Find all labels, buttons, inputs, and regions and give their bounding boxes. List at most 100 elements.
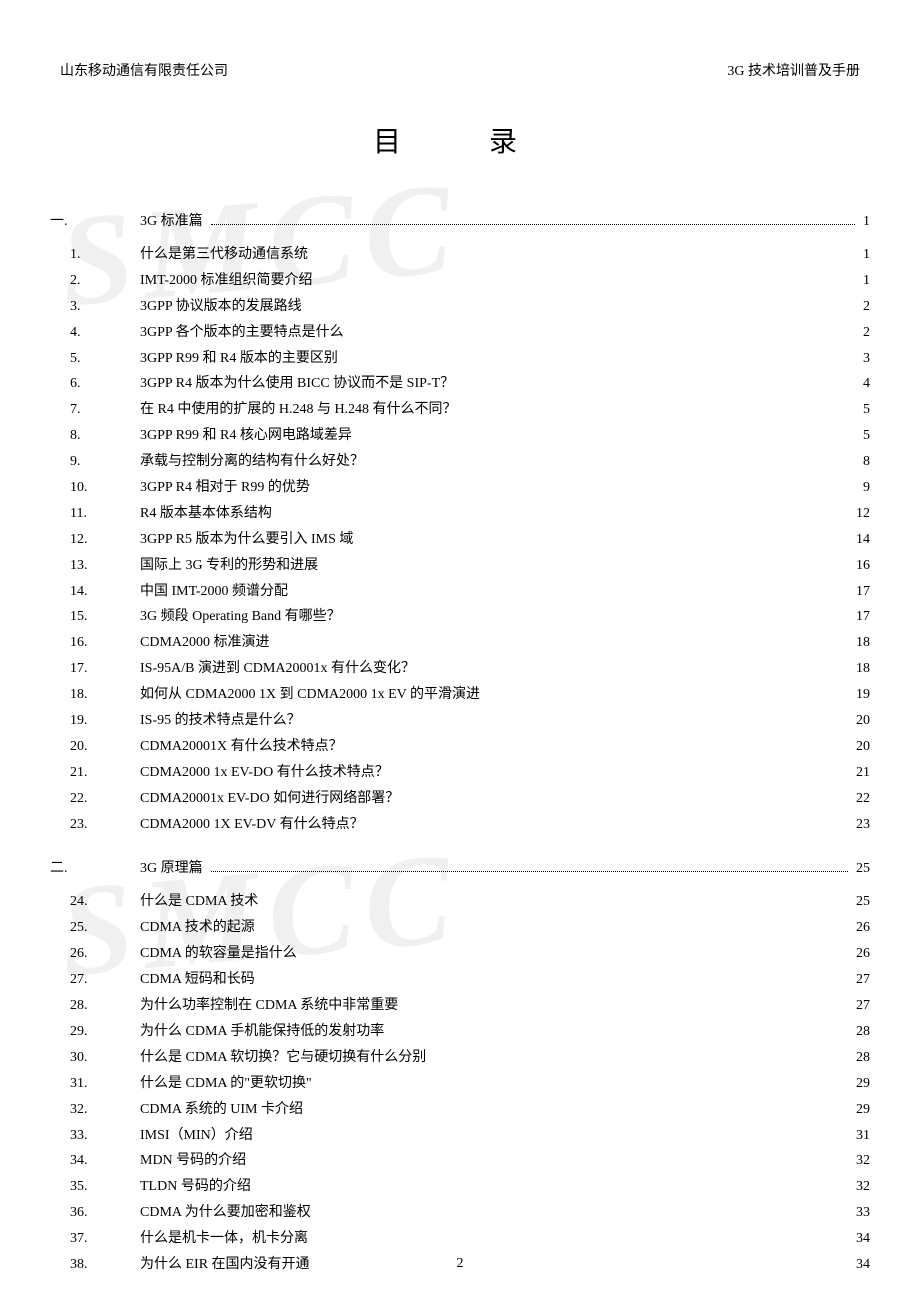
item-number: 2.	[70, 268, 140, 294]
section-title: 3G 原理篇	[140, 857, 207, 877]
item-title: 为什么 CDMA 手机能保持低的发射功率	[140, 1019, 830, 1045]
item-page: 31	[830, 1123, 870, 1149]
item-title: 3GPP R5 版本为什么要引入 IMS 域	[140, 527, 830, 553]
toc-item-row: 20.CDMA20001X 有什么技术特点？20	[50, 734, 870, 760]
item-title: CDMA 的软容量是指什么	[140, 941, 830, 967]
item-page: 18	[830, 656, 870, 682]
item-page: 29	[830, 1071, 870, 1097]
item-title: CDMA 为什么要加密和鉴权	[140, 1200, 830, 1226]
toc-item-row: 4.3GPP 各个版本的主要特点是什么2	[50, 320, 870, 346]
page-header: 山东移动通信有限责任公司 3G 技术培训普及手册	[50, 60, 870, 80]
item-title: CDMA20001X 有什么技术特点？	[140, 734, 830, 760]
item-title: TLDN 号码的介绍	[140, 1174, 830, 1200]
item-title: 什么是 CDMA 技术	[140, 889, 830, 915]
item-number: 31.	[70, 1071, 140, 1097]
item-page: 32	[830, 1148, 870, 1174]
item-page: 34	[830, 1252, 870, 1278]
item-number: 30.	[70, 1045, 140, 1071]
item-page: 16	[830, 553, 870, 579]
item-page: 21	[830, 760, 870, 786]
toc-item-row: 18.如何从 CDMA2000 1X 到 CDMA2000 1x EV 的平滑演…	[50, 682, 870, 708]
item-page: 23	[830, 812, 870, 838]
item-number: 8.	[70, 423, 140, 449]
item-page: 5	[830, 397, 870, 423]
toc-item-row: 31.什么是 CDMA 的"更软切换"29	[50, 1071, 870, 1097]
item-number: 23.	[70, 812, 140, 838]
item-number: 16.	[70, 630, 140, 656]
item-title: IMT-2000 标准组织简要介绍	[140, 268, 830, 294]
toc-item-row: 15.3G 频段 Operating Band 有哪些？17	[50, 604, 870, 630]
item-page: 27	[830, 993, 870, 1019]
toc-item-row: 22.CDMA20001x EV-DO 如何进行网络部署？22	[50, 786, 870, 812]
toc-item-row: 19.IS-95 的技术特点是什么？20	[50, 708, 870, 734]
item-page: 18	[830, 630, 870, 656]
item-title: CDMA2000 标准演进	[140, 630, 830, 656]
item-title: 什么是第三代移动通信系统	[140, 242, 830, 268]
toc-item-row: 26.CDMA 的软容量是指什么26	[50, 941, 870, 967]
toc-item-row: 1.什么是第三代移动通信系统1	[50, 242, 870, 268]
toc-item-row: 17.IS-95A/B 演进到 CDMA20001x 有什么变化？18	[50, 656, 870, 682]
item-page: 2	[830, 320, 870, 346]
item-title: 3GPP R99 和 R4 版本的主要区别	[140, 346, 830, 372]
section-page: 1	[859, 214, 870, 230]
toc-item-row: 10.3GPP R4 相对于 R99 的优势9	[50, 475, 870, 501]
item-title: 中国 IMT-2000 频谱分配	[140, 579, 830, 605]
item-page: 33	[830, 1200, 870, 1226]
section-number: 二.	[50, 857, 140, 877]
item-title: 什么是 CDMA 的"更软切换"	[140, 1071, 830, 1097]
item-number: 13.	[70, 553, 140, 579]
item-title: 3GPP 协议版本的发展路线	[140, 294, 830, 320]
item-number: 33.	[70, 1123, 140, 1149]
item-title: IMSI（MIN）介绍	[140, 1123, 830, 1149]
item-number: 19.	[70, 708, 140, 734]
item-page: 17	[830, 579, 870, 605]
item-number: 38.	[70, 1252, 140, 1278]
item-title: 3GPP R4 相对于 R99 的优势	[140, 475, 830, 501]
item-number: 32.	[70, 1097, 140, 1123]
item-number: 27.	[70, 967, 140, 993]
toc-item-row: 24.什么是 CDMA 技术25	[50, 889, 870, 915]
toc-item-row: 37.什么是机卡一体，机卡分离34	[50, 1226, 870, 1252]
toc-section-row: 二.3G 原理篇25	[50, 857, 870, 877]
item-title: CDMA20001x EV-DO 如何进行网络部署？	[140, 786, 830, 812]
item-title: 3GPP R99 和 R4 核心网电路域差异	[140, 423, 830, 449]
item-number: 18.	[70, 682, 140, 708]
item-number: 24.	[70, 889, 140, 915]
item-page: 1	[830, 242, 870, 268]
item-title: CDMA 技术的起源	[140, 915, 830, 941]
item-number: 12.	[70, 527, 140, 553]
item-number: 25.	[70, 915, 140, 941]
toc-item-row: 27.CDMA 短码和长码27	[50, 967, 870, 993]
toc-item-row: 23.CDMA2000 1X EV-DV 有什么特点？23	[50, 812, 870, 838]
item-title: 3G 频段 Operating Band 有哪些？	[140, 604, 830, 630]
item-page: 9	[830, 475, 870, 501]
item-number: 37.	[70, 1226, 140, 1252]
item-title: CDMA 短码和长码	[140, 967, 830, 993]
item-number: 10.	[70, 475, 140, 501]
item-title: IS-95 的技术特点是什么？	[140, 708, 830, 734]
item-number: 5.	[70, 346, 140, 372]
section-leader-dots	[211, 871, 848, 872]
toc-item-row: 28.为什么功率控制在 CDMA 系统中非常重要27	[50, 993, 870, 1019]
item-title: R4 版本基本体系结构	[140, 501, 830, 527]
header-right: 3G 技术培训普及手册	[727, 60, 860, 80]
item-title: 国际上 3G 专利的形势和进展	[140, 553, 830, 579]
item-page: 1	[830, 268, 870, 294]
item-page: 34	[830, 1226, 870, 1252]
toc-item-row: 25.CDMA 技术的起源26	[50, 915, 870, 941]
item-title: CDMA 系统的 UIM 卡介绍	[140, 1097, 830, 1123]
item-page: 27	[830, 967, 870, 993]
toc-title: 目 录	[50, 120, 870, 160]
item-page: 17	[830, 604, 870, 630]
header-left: 山东移动通信有限责任公司	[60, 60, 228, 80]
item-number: 20.	[70, 734, 140, 760]
toc-item-row: 36.CDMA 为什么要加密和鉴权33	[50, 1200, 870, 1226]
toc-item-row: 8.3GPP R99 和 R4 核心网电路域差异5	[50, 423, 870, 449]
section-number: 一.	[50, 210, 140, 230]
toc-body: 一.3G 标准篇11.什么是第三代移动通信系统12.IMT-2000 标准组织简…	[50, 210, 870, 1278]
item-number: 9.	[70, 449, 140, 475]
item-number: 29.	[70, 1019, 140, 1045]
section-leader-dots	[211, 224, 855, 225]
item-page: 2	[830, 294, 870, 320]
item-page: 3	[830, 346, 870, 372]
